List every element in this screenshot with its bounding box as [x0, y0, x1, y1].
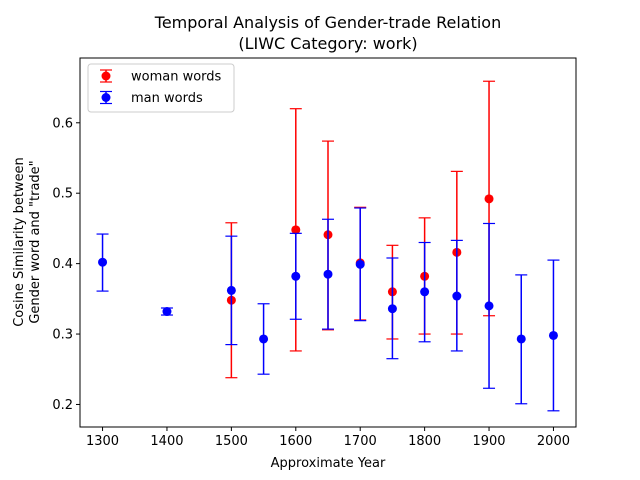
- legend-marker-1: [101, 93, 111, 102]
- x-tick-label-6: 1900: [472, 434, 505, 449]
- data-point-0-1: [291, 225, 301, 235]
- data-point-1-4: [291, 271, 301, 281]
- data-point-1-0: [98, 257, 108, 267]
- legend-label-0: woman words: [131, 70, 222, 85]
- legend-label-1: man words: [131, 91, 203, 106]
- legend-marker-0: [101, 71, 111, 81]
- legend-box: [87, 63, 235, 113]
- chart-title: Temporal Analysis of Gender-trade Relati…: [154, 13, 501, 32]
- data-point-1-10: [484, 301, 494, 311]
- chart-subtitle: (LIWC Category: work): [238, 34, 417, 53]
- x-tick-label-7: 2000: [537, 434, 570, 449]
- x-axis-label: Approximate Year: [271, 456, 386, 471]
- legend: woman words man words: [87, 63, 235, 113]
- x-tick-label-4: 1700: [344, 434, 377, 449]
- data-point-1-8: [420, 287, 430, 297]
- x-tick-label-2: 1500: [215, 434, 248, 449]
- data-point-1-2: [226, 285, 236, 295]
- y-axis-label-line2: Gender word and "trade": [28, 160, 43, 323]
- y-tick-label-4: 0.6: [52, 116, 73, 131]
- series-1: [96, 207, 560, 412]
- y-axis-label-line1: Cosine Similarity between: [12, 157, 27, 327]
- plot-area: [96, 80, 560, 412]
- y-tick-label-1: 0.3: [52, 328, 73, 343]
- data-point-1-12: [548, 330, 558, 340]
- y-tick-label-0: 0.2: [52, 398, 73, 413]
- x-tick-label-3: 1600: [279, 434, 312, 449]
- x-tick-label-0: 1300: [86, 434, 119, 449]
- axes-frame: [79, 57, 577, 428]
- y-tick-label-3: 0.5: [52, 187, 73, 202]
- data-point-1-6: [355, 259, 365, 269]
- data-point-1-1: [162, 307, 172, 317]
- x-tick-label-5: 1800: [408, 434, 441, 449]
- y-tick-label-2: 0.4: [52, 257, 73, 272]
- data-point-1-9: [452, 291, 462, 301]
- data-point-1-11: [516, 334, 526, 344]
- data-point-1-7: [387, 304, 397, 314]
- data-point-1-5: [323, 269, 333, 279]
- data-point-1-3: [259, 334, 269, 344]
- axes: 1300 1400 1500 1600 1700 1800 1900 2000 0.2 0.3 0.…: [52, 57, 577, 449]
- data-point-0-7: [484, 194, 494, 204]
- x-tick-label-1: 1400: [150, 434, 183, 449]
